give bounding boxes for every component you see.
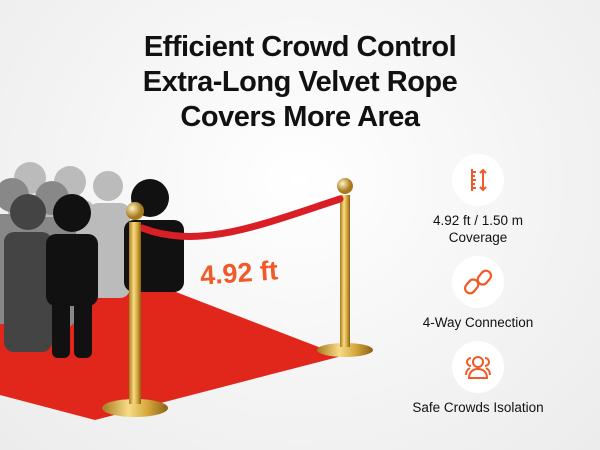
dimension-label: 4.92 ft — [199, 255, 279, 291]
velvet-rope — [138, 195, 344, 240]
headline-line-1: Efficient Crowd Control — [143, 31, 457, 63]
left-stanchion-post — [102, 202, 168, 417]
people-group-icon — [452, 341, 504, 393]
feature-label: Coverage — [448, 230, 508, 245]
feature-connection: 4-Way Connection — [378, 256, 578, 331]
headline: Efficient Crowd Control Extra-Long Velve… — [0, 30, 600, 135]
height-ruler-icon — [452, 154, 504, 206]
feature-label: 4-Way Connection — [422, 315, 534, 330]
feature-isolation: Safe Crowds Isolation — [378, 341, 578, 416]
headline-line-2: Extra-Long Velvet Rope — [142, 66, 458, 98]
feature-label: Safe Crowds Isolation — [412, 400, 544, 415]
chain-link-icon — [452, 256, 504, 308]
headline-line-3: Covers More Area — [180, 101, 420, 133]
feature-coverage: 4.92 ft / 1.50 m Coverage — [378, 154, 578, 246]
right-stanchion-post — [317, 178, 373, 357]
feature-label: 4.92 ft / 1.50 m — [432, 213, 524, 228]
